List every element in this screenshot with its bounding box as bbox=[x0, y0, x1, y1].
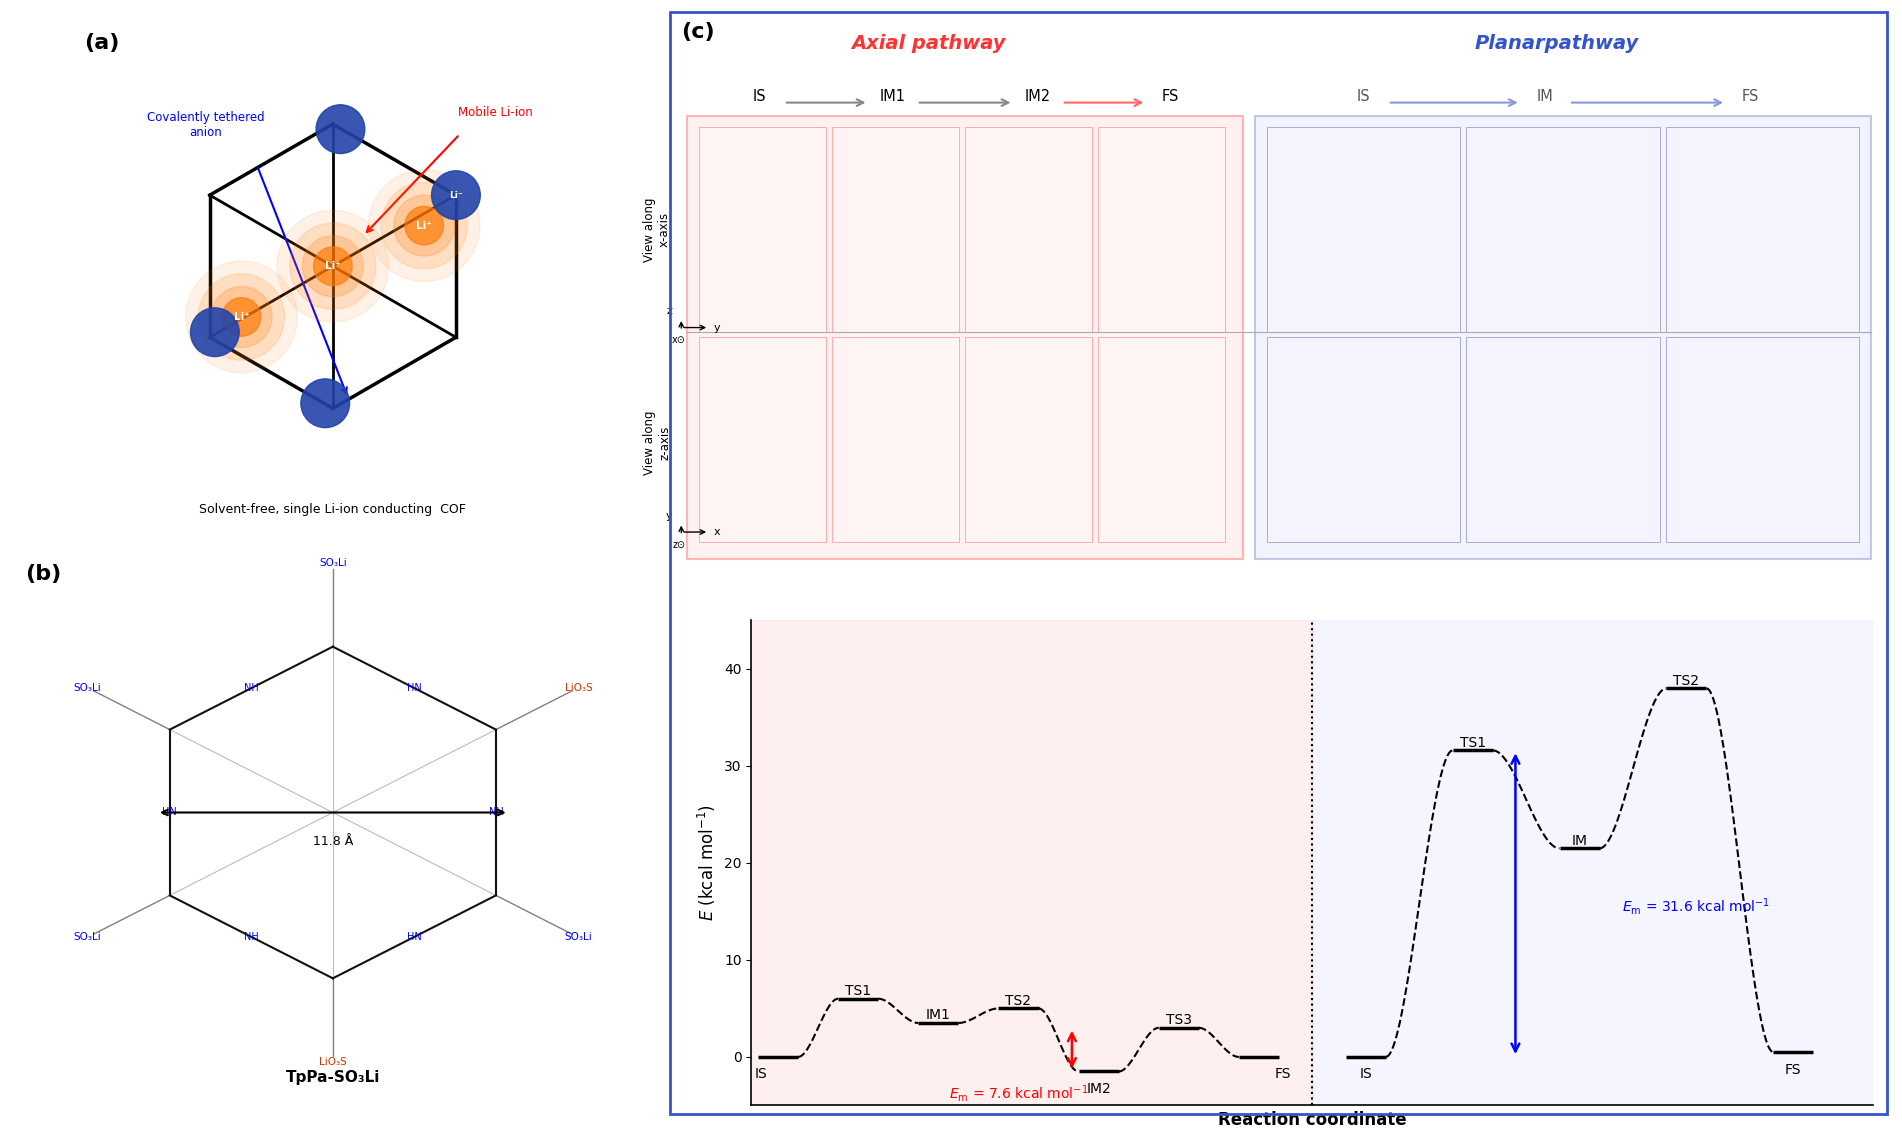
Text: IM2: IM2 bbox=[1025, 89, 1050, 104]
Text: HN: HN bbox=[407, 684, 422, 693]
Text: FS: FS bbox=[1274, 1067, 1291, 1082]
Text: $\mathit{E}_{\rm m}$ = 7.6 kcal mol$^{-1}$: $\mathit{E}_{\rm m}$ = 7.6 kcal mol$^{-1… bbox=[949, 1083, 1088, 1104]
Text: IS: IS bbox=[1360, 1067, 1371, 1082]
Text: x: x bbox=[713, 527, 721, 537]
Text: z⊙: z⊙ bbox=[671, 540, 685, 549]
Text: SO₃Li: SO₃Li bbox=[565, 933, 592, 942]
Bar bbox=[1666, 337, 1858, 543]
Text: IM: IM bbox=[1537, 89, 1554, 104]
Text: View along
z-axis: View along z-axis bbox=[643, 411, 671, 475]
Text: IM1: IM1 bbox=[926, 1008, 951, 1022]
Bar bbox=[964, 127, 1092, 332]
Text: TS1: TS1 bbox=[1459, 735, 1485, 750]
Text: SO₃Li: SO₃Li bbox=[320, 557, 346, 567]
Text: IS: IS bbox=[753, 89, 767, 104]
X-axis label: Reaction coordinate: Reaction coordinate bbox=[1217, 1111, 1407, 1128]
Bar bbox=[1097, 337, 1225, 543]
Text: Solvent-free, single Li-ion conducting  COF: Solvent-free, single Li-ion conducting C… bbox=[200, 503, 466, 517]
Text: TS2: TS2 bbox=[1006, 994, 1031, 1007]
Bar bbox=[1466, 127, 1660, 332]
Text: SO₃Li: SO₃Li bbox=[74, 933, 101, 942]
Circle shape bbox=[314, 247, 352, 285]
Text: NH: NH bbox=[489, 808, 504, 818]
Bar bbox=[833, 127, 959, 332]
Text: z: z bbox=[666, 307, 671, 317]
Circle shape bbox=[223, 298, 261, 336]
Bar bbox=[1255, 116, 1872, 558]
Text: (c): (c) bbox=[681, 23, 715, 43]
Bar bbox=[833, 337, 959, 543]
Bar bbox=[700, 127, 825, 332]
Text: y: y bbox=[713, 323, 721, 333]
Circle shape bbox=[316, 105, 365, 153]
Text: Covalently tethered
anion: Covalently tethered anion bbox=[146, 112, 264, 140]
Text: TS2: TS2 bbox=[1674, 673, 1700, 688]
Text: TpPa-SO₃Li: TpPa-SO₃Li bbox=[285, 1070, 380, 1085]
Text: Planarpathway: Planarpathway bbox=[1474, 34, 1640, 53]
Text: FS: FS bbox=[1742, 89, 1759, 104]
Text: (b): (b) bbox=[25, 564, 61, 584]
Text: FS: FS bbox=[1786, 1063, 1801, 1076]
Circle shape bbox=[278, 210, 388, 321]
Text: LiO₃S: LiO₃S bbox=[565, 682, 592, 693]
Text: IM2: IM2 bbox=[1086, 1082, 1111, 1096]
Text: IS: IS bbox=[755, 1067, 767, 1082]
Bar bbox=[1097, 127, 1225, 332]
Text: Li⁻: Li⁻ bbox=[449, 191, 462, 200]
Bar bbox=[1312, 620, 1873, 1105]
Text: Axial pathway: Axial pathway bbox=[852, 34, 1006, 53]
Text: IM: IM bbox=[1571, 834, 1588, 847]
Circle shape bbox=[190, 308, 240, 356]
Text: Li⁺: Li⁺ bbox=[325, 262, 340, 271]
Circle shape bbox=[289, 223, 377, 309]
Text: HN: HN bbox=[162, 808, 177, 818]
Circle shape bbox=[211, 287, 272, 347]
Text: x⊙: x⊙ bbox=[671, 335, 687, 345]
Bar bbox=[1666, 127, 1858, 332]
Text: IS: IS bbox=[1356, 89, 1371, 104]
Circle shape bbox=[198, 274, 285, 360]
Circle shape bbox=[302, 236, 363, 297]
Text: SO₃Li: SO₃Li bbox=[74, 682, 101, 693]
Circle shape bbox=[432, 170, 481, 220]
Text: Li⁺: Li⁺ bbox=[417, 221, 432, 230]
Circle shape bbox=[186, 261, 297, 372]
Text: Li⁺: Li⁺ bbox=[234, 312, 249, 321]
Text: $\mathit{E}_{\rm m}$ = 31.6 kcal mol$^{-1}$: $\mathit{E}_{\rm m}$ = 31.6 kcal mol$^{-… bbox=[1622, 896, 1771, 917]
Circle shape bbox=[301, 379, 350, 428]
Text: y: y bbox=[666, 511, 673, 521]
Text: NH: NH bbox=[243, 932, 259, 942]
Text: TS1: TS1 bbox=[844, 984, 871, 998]
Circle shape bbox=[369, 169, 479, 281]
Text: HN: HN bbox=[407, 932, 422, 942]
Y-axis label: $\mathit{E}$ (kcal mol$^{-1}$): $\mathit{E}$ (kcal mol$^{-1}$) bbox=[696, 804, 719, 922]
Text: Mobile Li-ion: Mobile Li-ion bbox=[458, 106, 533, 118]
Bar bbox=[751, 620, 1312, 1105]
Text: FS: FS bbox=[1162, 89, 1179, 104]
Bar bbox=[687, 116, 1242, 558]
Text: View along
x-axis: View along x-axis bbox=[643, 197, 671, 262]
Text: 11.8 Å: 11.8 Å bbox=[312, 835, 354, 847]
Text: (a): (a) bbox=[84, 33, 120, 53]
Bar bbox=[1267, 127, 1461, 332]
Text: IM1: IM1 bbox=[879, 89, 905, 104]
Text: TS3: TS3 bbox=[1166, 1013, 1193, 1028]
Text: LiO₃S: LiO₃S bbox=[320, 1057, 346, 1067]
Bar bbox=[1267, 337, 1461, 543]
Circle shape bbox=[405, 206, 443, 245]
Text: NH: NH bbox=[243, 684, 259, 693]
Bar bbox=[1466, 337, 1660, 543]
Circle shape bbox=[380, 183, 468, 268]
Bar bbox=[700, 337, 825, 543]
Bar bbox=[964, 337, 1092, 543]
Circle shape bbox=[394, 195, 455, 256]
